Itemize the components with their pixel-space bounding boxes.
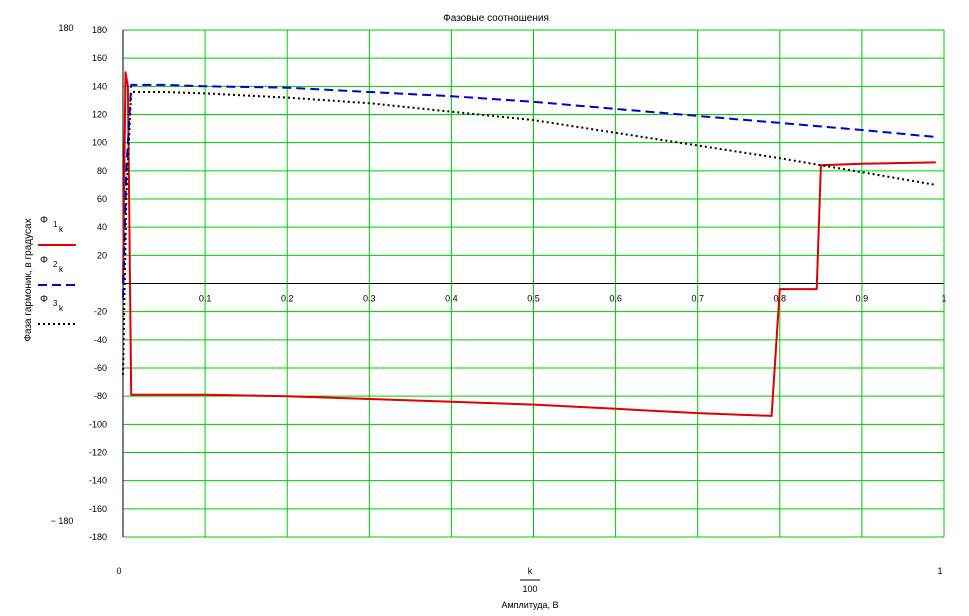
y-tick-label: -60 <box>94 363 107 373</box>
y-tick-label: -100 <box>89 419 107 429</box>
y-tick-label: -40 <box>94 335 107 345</box>
legend-subscript-3: 3 <box>53 299 58 308</box>
y-tick-label: -160 <box>89 504 107 514</box>
y-tick-label: 60 <box>97 194 107 204</box>
y-tick-label: 20 <box>97 250 107 260</box>
y-tick-label: -80 <box>94 391 107 401</box>
x-axis-label: Амплитуда, В <box>501 600 558 610</box>
legend-symbol-3: Φ <box>40 294 48 305</box>
legend-subscript-2: 2 <box>53 260 58 269</box>
y-tick-label: 40 <box>97 222 107 232</box>
y-tick-label: -180 <box>89 532 107 542</box>
y-tick-label: -20 <box>94 307 107 317</box>
legend-subsubscript-3: k <box>59 304 64 313</box>
x-tick-label: 0.3 <box>363 294 376 304</box>
legend-subsubscript-2: k <box>59 265 64 274</box>
y-tick-label: -120 <box>89 448 107 458</box>
x-label-numerator: k <box>528 566 533 576</box>
y-axis-label: Фаза гармоник, в градусах <box>23 218 34 341</box>
x-tick-label: 0.8 <box>774 294 787 304</box>
tick-labels: 0.1 0.2 0.3 0.4 0.5 0.6 0.7 0.8 0.9 1 180 160 140 120… <box>89 25 947 542</box>
x-tick-label: 0.2 <box>281 294 294 304</box>
y-min-label: − 180 <box>51 516 74 526</box>
x-tick-label: 0.5 <box>527 294 540 304</box>
y-max-label: 180 <box>58 23 73 33</box>
y-tick-label: 100 <box>92 138 107 148</box>
x-min-label: 0 <box>116 566 121 576</box>
x-tick-label: 0.6 <box>609 294 622 304</box>
y-tick-label: -140 <box>89 476 107 486</box>
y-tick-label: 180 <box>92 25 107 35</box>
x-tick-label: 0.4 <box>445 294 458 304</box>
y-tick-label: 160 <box>92 53 107 63</box>
grid <box>123 29 945 538</box>
legend-subsubscript-1: k <box>59 225 64 234</box>
x-tick-label: 0.9 <box>856 294 869 304</box>
x-tick-label: 0.7 <box>691 294 704 304</box>
legend-symbol-1: Φ <box>40 215 48 226</box>
x-label-denominator: 100 <box>522 584 537 594</box>
y-tick-label: 80 <box>97 166 107 176</box>
y-tick-label: 140 <box>92 81 107 91</box>
chart-title: Фазовые соотношения <box>443 13 549 24</box>
y-tick-label: 120 <box>92 110 107 120</box>
series-group <box>122 71 936 417</box>
x-max-label: 1 <box>937 566 942 576</box>
series-line-2 <box>122 83 936 298</box>
legend: Φ 1kΦ 2kΦ 3k <box>38 215 76 325</box>
x-tick-label: 1 <box>941 294 946 304</box>
series-line-1 <box>122 71 936 417</box>
legend-symbol-2: Φ <box>40 255 48 266</box>
x-tick-label: 0.1 <box>199 294 212 304</box>
legend-subscript-1: 1 <box>53 220 58 229</box>
